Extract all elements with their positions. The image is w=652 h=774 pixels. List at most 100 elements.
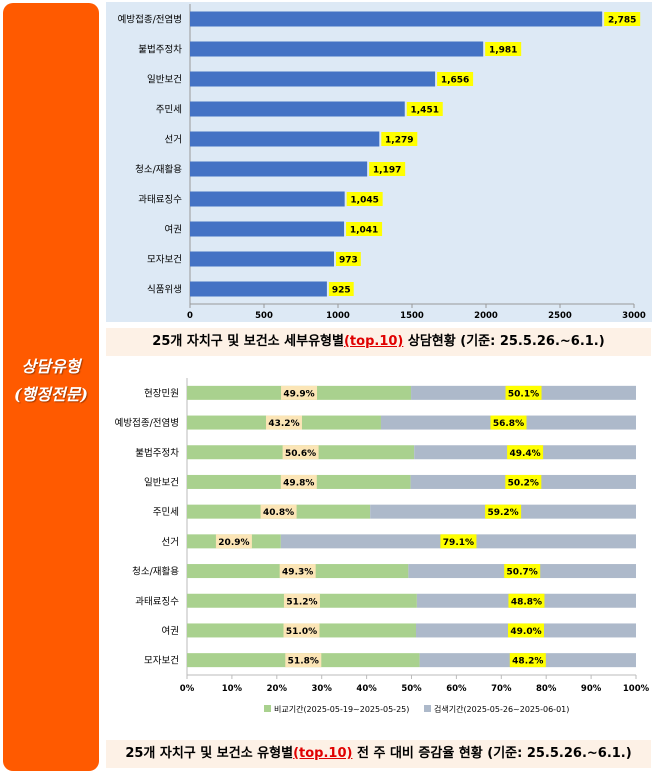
chart2-label-current: 56.8% (493, 419, 524, 429)
chart2-caption-suffix: 전 주 대비 증감율 현황 (기준: 25.5.26.~6.1.) (352, 746, 632, 761)
chart2-label-previous: 49.3% (282, 568, 313, 578)
chart1-value-label-bg (346, 192, 383, 206)
chart1-value-label-bg (369, 162, 406, 176)
chart1-bar (190, 191, 345, 207)
chart1-value-label: 1,045 (350, 196, 378, 206)
chart2-category-label: 모자보건 (144, 656, 179, 667)
chart2-legend-swatch-previous (264, 705, 271, 712)
chart1-x-tick-label: 500 (255, 311, 273, 321)
chart2-label-previous: 43.2% (268, 419, 299, 429)
chart2-label-current-bg (505, 474, 542, 489)
chart1-category-label: 모자보건 (147, 255, 182, 266)
chart2-label-current: 50.7% (507, 568, 538, 578)
chart2-label-previous-bg (285, 653, 322, 668)
chart2-label-previous: 51.0% (286, 627, 317, 637)
chart2-label-current: 48.8% (511, 597, 542, 607)
chart1-category-label: 여권 (165, 224, 182, 236)
chart1-category-label: 식품위생 (147, 284, 182, 296)
chart1-value-label: 1,197 (373, 166, 401, 176)
chart1-bar (190, 71, 436, 87)
chart2-label-current: 50.1% (508, 389, 539, 399)
chart2-legend-label-current: 검색기간(2025-05-26~2025-06-01) (434, 704, 569, 714)
chart1-category-label: 과태료징수 (138, 195, 182, 206)
chart1-x-tick-label: 2000 (474, 311, 498, 321)
chart2-caption: 25개 자치구 및 보건소 유형별(top.10) 전 주 대비 증감율 현황 … (106, 740, 651, 768)
chart1-value-label-bg (336, 252, 361, 266)
chart2-label-current-bg (507, 445, 544, 460)
chart2-x-tick-label: 70% (491, 684, 512, 694)
chart1-value-label-bg (328, 282, 354, 296)
chart2-x-tick-label: 50% (401, 684, 422, 694)
chart2-x-tick-label: 20% (267, 684, 288, 694)
chart2-label-previous: 51.8% (288, 657, 319, 667)
chart2-label-previous: 49.9% (283, 389, 314, 399)
chart2-label-previous-bg (282, 445, 319, 460)
chart2-category-label: 과태료징수 (135, 596, 179, 607)
chart2-category-label: 청소/재활용 (132, 566, 179, 578)
chart1-bar (190, 41, 484, 57)
side-label-line1: 상담유형 (21, 357, 81, 376)
chart2-category-label: 일반보건 (144, 477, 179, 488)
chart2-legend-swatch-current (424, 705, 431, 712)
chart1-bar (190, 11, 603, 27)
chart1-category-label: 주민세 (156, 105, 182, 116)
chart1-category-label: 불법주정차 (138, 44, 182, 56)
chart1-category-label: 예방접종/전염병 (118, 14, 182, 26)
chart2-label-previous: 20.9% (218, 538, 249, 548)
chart2-label-previous: 51.2% (286, 597, 317, 607)
chart1-value-label: 1,981 (489, 46, 517, 56)
chart2-label-current-bg (505, 385, 542, 400)
chart2-x-tick-label: 100% (623, 684, 650, 694)
chart2-category-label: 불법주정차 (135, 447, 179, 459)
chart1-bar (190, 161, 368, 177)
chart1-caption-highlight: (top.10) (343, 334, 404, 349)
chart1-value-label: 1,279 (385, 136, 413, 146)
chart1-value-label: 1,041 (350, 226, 378, 236)
chart1-value-label-bg (381, 132, 418, 146)
chart1-bar (190, 281, 327, 297)
category-side-banner: 상담유형 (행정전문) (3, 3, 99, 771)
chart1-bar (190, 101, 405, 117)
chart2-label-current-bg (440, 534, 477, 549)
chart2-label-previous-bg (283, 623, 320, 638)
chart1-caption-text: 25개 자치구 및 보건소 세부유형별 (152, 334, 344, 349)
chart2-category-label: 주민세 (153, 507, 179, 518)
chart1-value-label-bg (604, 12, 641, 26)
chart2-label-current-bg (485, 504, 522, 519)
chart2-x-tick-label: 80% (536, 684, 557, 694)
chart1-caption: 25개 자치구 및 보건소 세부유형별(top.10) 상담현황 (기준: 25… (106, 328, 651, 356)
chart2-x-tick-label: 40% (356, 684, 377, 694)
chart1-x-tick-label: 2500 (548, 311, 572, 321)
chart2-label-previous-bg (279, 564, 316, 579)
chart1-x-tick-label: 3000 (622, 311, 646, 321)
chart2-label-previous-bg (215, 534, 252, 549)
chart2-label-current: 49.0% (510, 627, 541, 637)
chart2-category-label: 선거 (162, 537, 179, 548)
chart2-label-previous-bg (283, 593, 320, 608)
chart2-label-previous: 40.8% (263, 508, 294, 518)
chart1-x-tick-label: 1500 (400, 311, 424, 321)
chart2-label-current-bg (490, 415, 527, 430)
chart1-x-tick-label: 0 (187, 311, 193, 321)
chart2-label-previous: 50.6% (285, 449, 316, 459)
weekly-change-stacked-bar-chart: 현장민원 49.9% 50.1% 예방접종/전염병 43.2% 56.8% 불법주정차 50.… (115, 378, 650, 714)
chart2-label-current: 49.4% (509, 449, 540, 459)
chart2-label-current: 48.2% (512, 657, 543, 667)
chart2-label-current-bg (507, 623, 544, 638)
chart1-caption-suffix: 상담현황 (기준: 25.5.26.~6.1.) (403, 334, 605, 349)
side-label-line2: (행정전문) (13, 385, 89, 404)
chart1-bar (190, 131, 380, 147)
chart1-category-label: 청소/재활용 (135, 164, 182, 176)
chart2-label-previous-bg (260, 504, 297, 519)
chart2-label-current-bg (509, 653, 546, 668)
chart1-category-label: 일반보건 (147, 75, 182, 86)
chart2-caption-highlight: (top.10) (293, 746, 353, 761)
chart1-x-tick-label: 1000 (326, 311, 350, 321)
chart1-value-label-bg (406, 102, 443, 116)
consult-count-bar-chart: 예방접종/전염병 2,785 불법주정차 1,981 일반보건 1,656 주민세 1,451… (106, 2, 652, 322)
chart2-x-tick-label: 90% (581, 684, 602, 694)
chart1-bar (190, 251, 335, 267)
chart2-label-current: 50.2% (508, 478, 539, 488)
chart1-value-label: 1,451 (411, 106, 439, 116)
chart1-category-label: 선거 (165, 135, 182, 146)
